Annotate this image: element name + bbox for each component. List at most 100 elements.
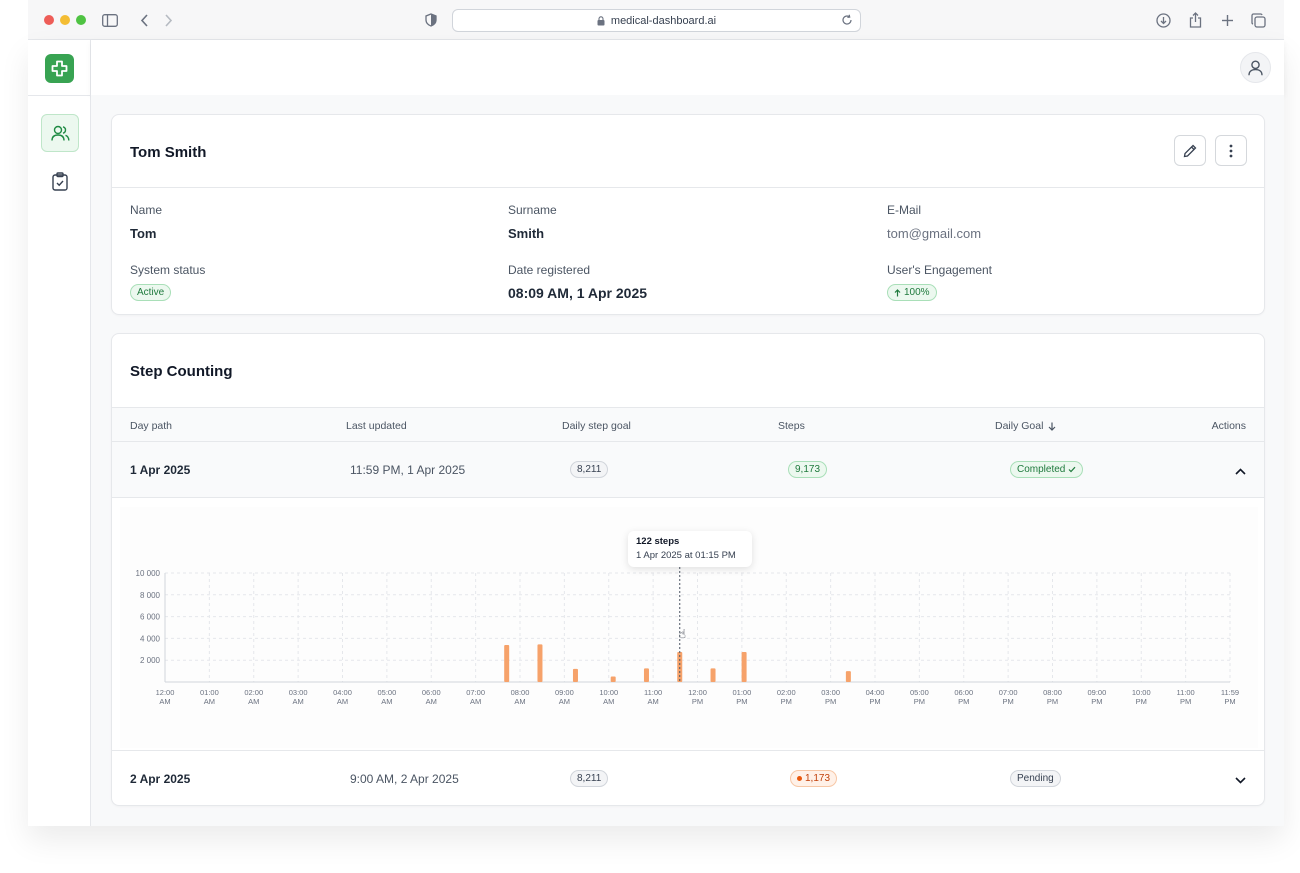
table-row[interactable]: 2 Apr 2025 9:00 AM, 2 Apr 2025 8,211 1,1… — [112, 750, 1264, 806]
surname-value: Smith — [508, 226, 545, 241]
browser-toolbar: medical-dashboard.ai — [28, 0, 1284, 40]
x-tick-label: 10:00 — [599, 688, 618, 697]
row-last-updated: 9:00 AM, 2 Apr 2025 — [350, 772, 459, 786]
pencil-icon — [1183, 144, 1197, 157]
x-tick-label: 01:00 — [200, 688, 219, 697]
x-tick-label: 03:00 — [289, 688, 308, 697]
x-tick-label: 06:00 — [422, 688, 441, 697]
row-status-text: Completed — [1017, 464, 1066, 475]
y-tick-label: 2 000 — [140, 656, 161, 665]
row-completed-badge: Completed — [1010, 461, 1084, 478]
y-tick-label: 10 000 — [136, 569, 161, 578]
back-icon[interactable] — [135, 11, 153, 29]
x-tick-label-period: AM — [293, 697, 304, 706]
x-tick-label-period: PM — [736, 697, 747, 706]
x-tick-label-period: AM — [159, 697, 170, 706]
x-tick-label-period: AM — [603, 697, 614, 706]
warning-dot-icon — [797, 776, 802, 781]
column-daily-goal-sortable[interactable]: Daily Goal — [995, 420, 1056, 432]
row-status-text: Pending — [1017, 773, 1054, 784]
y-tick-label: 4 000 — [140, 634, 161, 643]
sidebar-divider — [28, 95, 91, 96]
main-content: Tom Smith Name Tom Surname Smith E-Mail … — [91, 95, 1284, 826]
x-tick-label-period: PM — [1091, 697, 1102, 706]
privacy-shield-icon[interactable] — [422, 11, 440, 29]
email-label: E-Mail — [887, 203, 922, 217]
x-tick-label-period: AM — [470, 697, 481, 706]
x-tick-label: 02:00 — [777, 688, 796, 697]
chevron-down-icon — [1235, 777, 1246, 784]
sidebar-item-users[interactable] — [41, 114, 79, 152]
row-pending-badge: Pending — [1010, 770, 1061, 787]
y-tick-label: 8 000 — [140, 591, 161, 600]
minimize-window-button[interactable] — [60, 15, 70, 25]
column-daily-step-goal: Daily step goal — [562, 420, 631, 432]
x-tick-label: 03:00 — [821, 688, 840, 697]
x-tick-label: 12:00 — [688, 688, 707, 697]
share-icon[interactable] — [1186, 11, 1204, 29]
expand-row-button[interactable] — [1235, 771, 1246, 789]
top-header — [91, 40, 1284, 95]
column-last-updated: Last updated — [346, 420, 407, 432]
x-tick-label: 02:00 — [244, 688, 263, 697]
x-tick-label-period: AM — [514, 697, 525, 706]
table-header: Day path Last updated Daily step goal St… — [112, 407, 1264, 442]
x-tick-label: 08:00 — [511, 688, 530, 697]
date-registered-value: 08:09 AM, 1 Apr 2025 — [508, 285, 648, 301]
edit-button[interactable] — [1174, 135, 1206, 166]
x-tick-label-period: PM — [781, 697, 792, 706]
collapse-row-button[interactable] — [1235, 462, 1246, 480]
row-day: 2 Apr 2025 — [130, 772, 191, 786]
sidebar — [28, 40, 91, 826]
sort-arrow-down-icon — [1049, 422, 1056, 431]
more-options-button[interactable] — [1215, 135, 1247, 166]
x-tick-label: 07:00 — [999, 688, 1018, 697]
row-goal-badge: 8,211 — [570, 461, 609, 478]
sidebar-toggle-icon[interactable] — [101, 11, 119, 29]
sidebar-item-tasks[interactable] — [41, 162, 79, 200]
x-tick-label-period: PM — [1047, 697, 1058, 706]
table-row[interactable]: 1 Apr 2025 11:59 PM, 1 Apr 2025 8,211 9,… — [112, 442, 1264, 498]
column-day-path: Day path — [130, 420, 173, 432]
steps-chart-panel: 2 000 4 000 6 000 8 000 10 000 12:00 AM 01:00 AM… — [120, 507, 1258, 748]
step-counting-title: Step Counting — [130, 363, 233, 380]
x-tick-label: 01:00 — [732, 688, 751, 697]
column-actions: Actions — [1211, 420, 1246, 432]
x-tick-label: 06:00 — [954, 688, 973, 697]
row-day: 1 Apr 2025 — [130, 463, 191, 477]
url-text: medical-dashboard.ai — [610, 14, 717, 27]
x-tick-label: 12:00 — [156, 688, 175, 697]
reload-icon[interactable] — [841, 14, 853, 29]
chart-bar — [537, 644, 543, 682]
x-tick-label-period: PM — [869, 697, 880, 706]
row-goal-value: 8,211 — [577, 773, 602, 784]
address-bar[interactable]: medical-dashboard.ai — [452, 9, 861, 32]
check-icon — [1068, 466, 1076, 473]
tooltip-date: 1 Apr 2025 at 01:15 PM — [636, 550, 736, 561]
column-steps: Steps — [778, 420, 805, 432]
name-label: Name — [130, 203, 163, 217]
more-vertical-icon — [1229, 144, 1233, 157]
x-tick-label-period: PM — [825, 697, 836, 706]
x-tick-label: 04:00 — [866, 688, 885, 697]
user-icon — [1248, 60, 1263, 75]
app-logo[interactable] — [45, 54, 74, 83]
download-icon[interactable] — [1154, 11, 1172, 29]
close-window-button[interactable] — [44, 15, 54, 25]
forward-icon[interactable] — [159, 11, 177, 29]
x-tick-label: 05:00 — [910, 688, 929, 697]
x-tick-label-period: PM — [692, 697, 703, 706]
chart-bar — [572, 668, 578, 682]
chart-bar — [741, 652, 747, 682]
arrow-up-icon — [894, 288, 901, 296]
row-steps-badge: 1,173 — [790, 770, 838, 787]
chart-tooltip: 122 steps 1 Apr 2025 at 01:15 PM — [628, 531, 752, 567]
x-tick-label-period: AM — [248, 697, 259, 706]
maximize-window-button[interactable] — [76, 15, 86, 25]
x-tick-label: 07:00 — [466, 688, 485, 697]
tab-overview-icon[interactable] — [1249, 11, 1267, 29]
user-avatar-button[interactable] — [1240, 52, 1271, 83]
new-tab-icon[interactable] — [1218, 11, 1236, 29]
row-goal-badge: 8,211 — [570, 770, 609, 787]
